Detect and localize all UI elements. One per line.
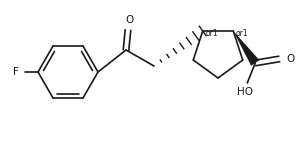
Text: or1: or1 (235, 29, 248, 38)
Text: or1: or1 (206, 29, 218, 38)
Polygon shape (233, 31, 259, 66)
Text: O: O (125, 15, 133, 25)
Text: F: F (13, 67, 19, 77)
Text: O: O (286, 54, 295, 64)
Text: HO: HO (237, 87, 253, 97)
